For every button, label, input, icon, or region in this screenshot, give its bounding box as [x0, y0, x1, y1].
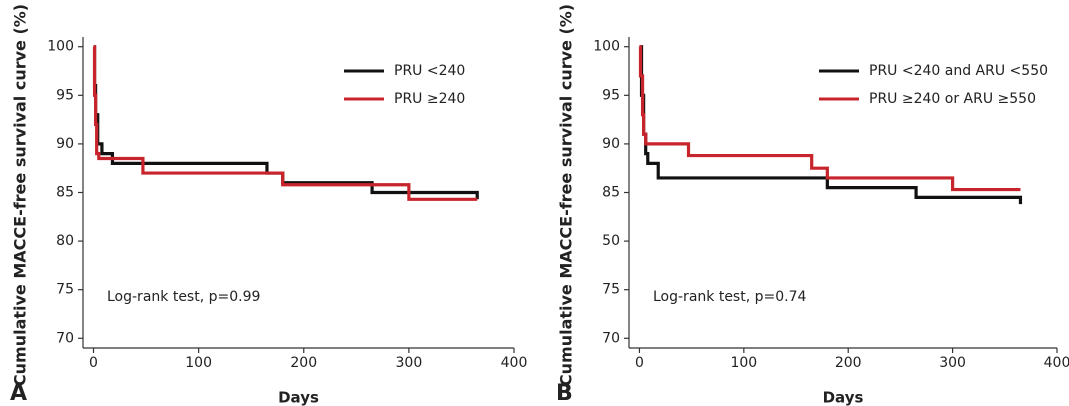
y-tick-label: 85 [602, 185, 620, 201]
y-tick-label: 100 [593, 39, 620, 55]
survival-curve [92, 45, 478, 201]
y-tick-label: 70 [56, 330, 74, 346]
x-tick-label: 200 [290, 355, 317, 371]
x-axis-label: Days [278, 389, 319, 406]
y-tick-label: 85 [56, 185, 74, 201]
legend-label: PRU ≥240 [394, 91, 465, 107]
y-tick-label: 100 [47, 39, 74, 55]
x-tick-label: 200 [835, 355, 862, 371]
y-tick-label: 80 [56, 233, 74, 249]
annotation: Log-rank test, p=0.74 [653, 289, 806, 305]
annotation: Log-rank test, p=0.99 [107, 289, 260, 305]
y-axis-label: Cumulative MACCE-free survival curve (%) [557, 4, 576, 386]
y-tick-label: 50 [602, 233, 620, 249]
x-tick-label: 100 [185, 355, 212, 371]
y-tick-label: 75 [602, 282, 620, 298]
y-tick-label: 90 [56, 136, 74, 152]
x-axis-label: Days [823, 389, 864, 406]
x-tick-label: 400 [1044, 355, 1069, 371]
x-tick-label: 100 [730, 355, 757, 371]
legend-label: PRU ≥240 or ARU ≥550 [869, 91, 1036, 107]
panel-letter: B [556, 381, 573, 406]
y-tick-label: 70 [602, 330, 620, 346]
x-tick-label: 400 [501, 355, 528, 371]
y-tick-label: 90 [602, 136, 620, 152]
x-tick-label: 300 [939, 355, 966, 371]
legend-label: PRU <240 and ARU <550 [869, 63, 1048, 79]
x-tick-label: 0 [89, 355, 98, 371]
panel-letter: A [10, 381, 27, 406]
x-tick-label: 0 [635, 355, 644, 371]
y-tick-label: 95 [56, 87, 74, 103]
y-tick-label: 75 [56, 282, 74, 298]
y-tick-label: 95 [602, 87, 620, 103]
legend-label: PRU <240 [394, 63, 465, 79]
y-axis-label: Cumulative MACCE-free survival curve (%) [11, 4, 30, 386]
survival-curve [638, 45, 1021, 192]
x-tick-label: 300 [396, 355, 423, 371]
